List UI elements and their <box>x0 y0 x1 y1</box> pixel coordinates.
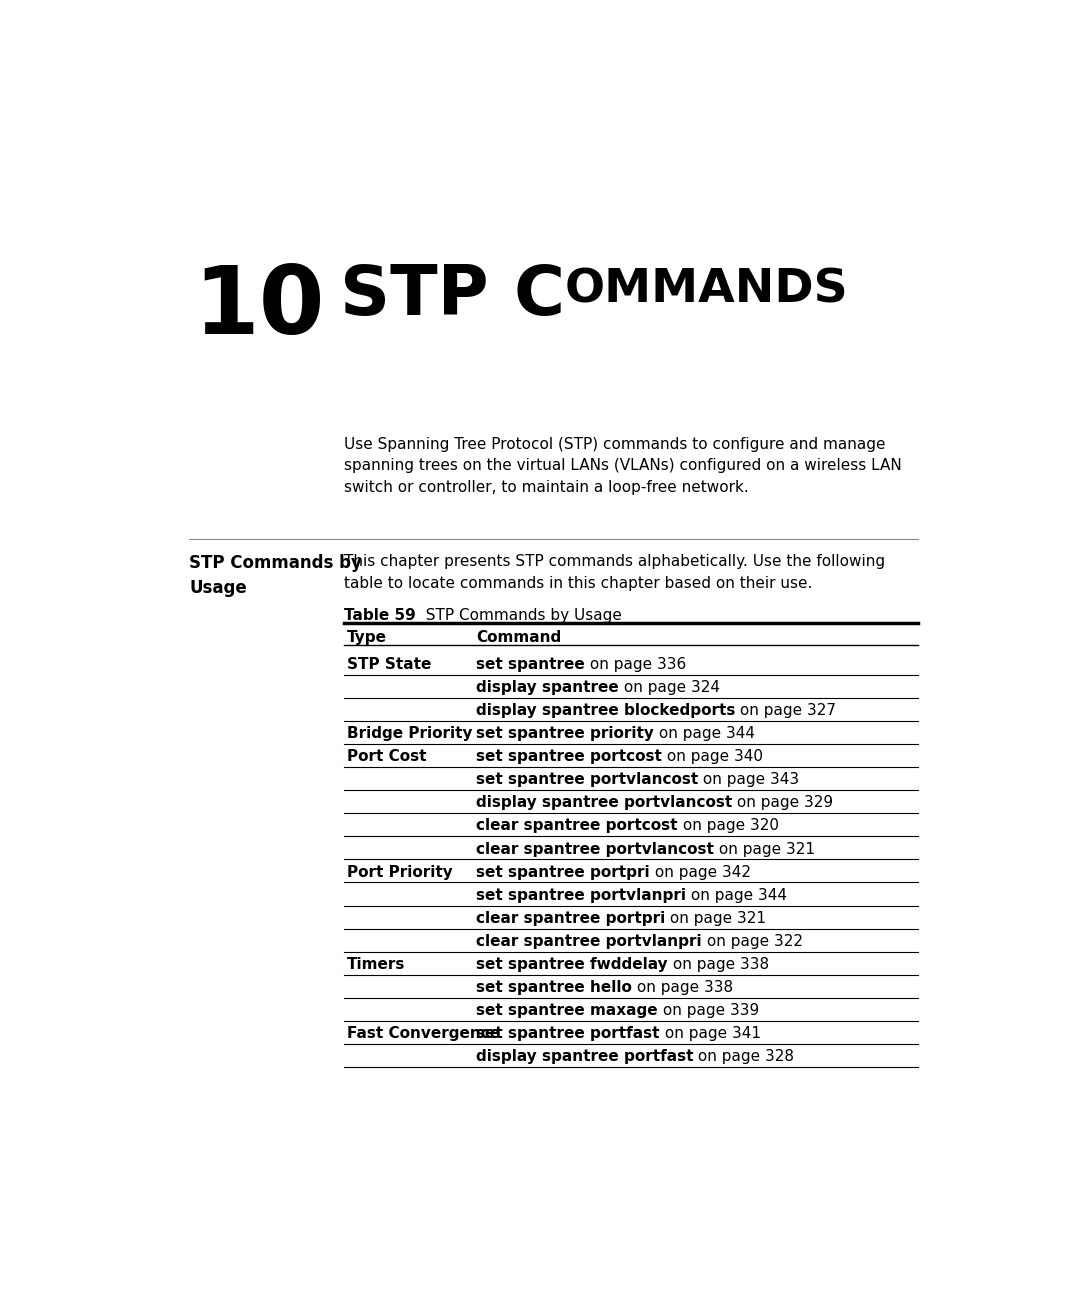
Text: display spantree portvlancost: display spantree portvlancost <box>476 796 732 810</box>
Text: clear spantree portvlancost: clear spantree portvlancost <box>476 841 714 857</box>
Text: STP Commands by Usage: STP Commands by Usage <box>416 608 622 623</box>
Text: Command: Command <box>476 630 562 645</box>
Text: set spantree portvlanpri: set spantree portvlanpri <box>476 888 686 903</box>
Text: Type: Type <box>348 630 388 645</box>
Text: This chapter presents STP commands alphabetically. Use the following
table to lo: This chapter presents STP commands alpha… <box>345 555 886 591</box>
Text: on page 344: on page 344 <box>686 888 787 903</box>
Text: on page 320: on page 320 <box>677 819 779 833</box>
Text: clear spantree portpri: clear spantree portpri <box>476 911 665 925</box>
Text: C: C <box>513 262 565 329</box>
Text: set spantree portpri: set spantree portpri <box>476 864 650 880</box>
Text: on page 338: on page 338 <box>667 956 769 972</box>
Text: STP Commands by
Usage: STP Commands by Usage <box>189 555 362 597</box>
Text: on page 329: on page 329 <box>732 796 834 810</box>
Text: on page 341: on page 341 <box>660 1026 760 1042</box>
Text: Table 59: Table 59 <box>345 608 416 623</box>
Text: on page 338: on page 338 <box>632 980 733 995</box>
Text: STP: STP <box>340 262 513 329</box>
Text: set spantree hello: set spantree hello <box>476 980 632 995</box>
Text: set spantree maxage: set spantree maxage <box>476 1003 658 1019</box>
Text: set spantree portvlancost: set spantree portvlancost <box>476 772 699 787</box>
Text: on page 324: on page 324 <box>619 680 719 695</box>
Text: on page 336: on page 336 <box>584 657 686 671</box>
Text: Port Cost: Port Cost <box>348 749 427 765</box>
Text: on page 344: on page 344 <box>653 726 755 741</box>
Text: display spantree blockedports: display spantree blockedports <box>476 702 735 718</box>
Text: clear spantree portcost: clear spantree portcost <box>476 819 677 833</box>
Text: set spantree priority: set spantree priority <box>476 726 653 741</box>
Text: Use Spanning Tree Protocol (STP) commands to configure and manage
spanning trees: Use Spanning Tree Protocol (STP) command… <box>345 437 902 495</box>
Text: Bridge Priority: Bridge Priority <box>348 726 473 741</box>
Text: OMMANDS: OMMANDS <box>565 268 848 312</box>
Text: 10: 10 <box>193 262 325 354</box>
Text: display spantree portfast: display spantree portfast <box>476 1050 693 1064</box>
Text: on page 328: on page 328 <box>693 1050 795 1064</box>
Text: display spantree: display spantree <box>476 680 619 695</box>
Text: Fast Convergence: Fast Convergence <box>348 1026 500 1042</box>
Text: clear spantree portvlanpri: clear spantree portvlanpri <box>476 934 702 949</box>
Text: set spantree fwddelay: set spantree fwddelay <box>476 956 667 972</box>
Text: on page 343: on page 343 <box>699 772 799 787</box>
Text: set spantree portcost: set spantree portcost <box>476 749 662 765</box>
Text: on page 322: on page 322 <box>702 934 802 949</box>
Text: Port Priority: Port Priority <box>348 864 454 880</box>
Text: STP State: STP State <box>348 657 432 671</box>
Text: on page 321: on page 321 <box>665 911 766 925</box>
Text: on page 339: on page 339 <box>658 1003 759 1019</box>
Text: set spantree portfast: set spantree portfast <box>476 1026 660 1042</box>
Text: on page 342: on page 342 <box>650 864 751 880</box>
Text: on page 321: on page 321 <box>714 841 815 857</box>
Text: on page 327: on page 327 <box>735 702 836 718</box>
Text: set spantree: set spantree <box>476 657 584 671</box>
Text: on page 340: on page 340 <box>662 749 762 765</box>
Text: Timers: Timers <box>348 956 406 972</box>
